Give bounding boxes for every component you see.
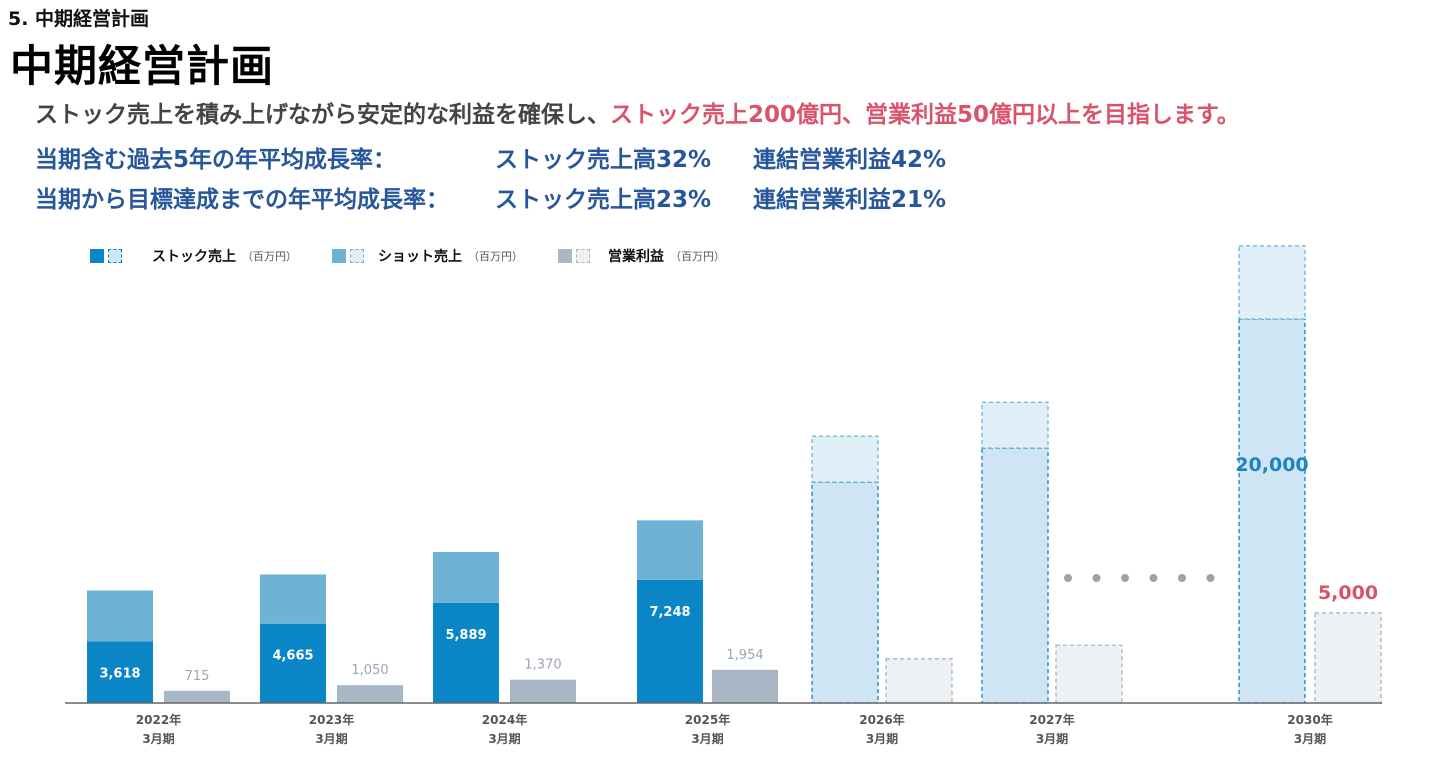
operating-profit-bar xyxy=(1055,644,1123,704)
x-tick-label-period: 3月期 xyxy=(142,731,174,746)
stock-sales-bar xyxy=(637,579,703,703)
cagr-stock-value: ストック売上高23% xyxy=(495,187,712,213)
shot-sales-bar xyxy=(811,435,879,483)
x-tick-label-year: 2024年 xyxy=(482,712,527,727)
legend-swatch-plan xyxy=(350,249,364,263)
stock-sales-bar xyxy=(87,641,153,703)
shot-sales-bar xyxy=(87,590,153,642)
cagr-label: 当期含む過去5年の年平均成長率： xyxy=(35,147,397,173)
cagr-op-value: 連結営業利益21% xyxy=(753,187,947,213)
operating-profit-bar xyxy=(885,658,953,704)
legend-item-stock: ストック売上 （百万円） xyxy=(90,246,297,266)
operating-profit-bar xyxy=(1314,612,1382,704)
page-title: 中期経営計画 xyxy=(10,42,274,92)
operating-profit-bar xyxy=(337,685,403,703)
x-tick-label-year: 2027年 xyxy=(1029,712,1074,727)
legend-swatch-actual xyxy=(558,249,572,263)
operating-profit-value-label: 715 xyxy=(185,669,210,684)
stock-sales-bar xyxy=(1238,318,1306,704)
shot-sales-bar xyxy=(981,401,1049,449)
cagr-label: 当期から目標達成までの年平均成長率： xyxy=(35,187,449,213)
gap-dot xyxy=(1149,574,1158,582)
shot-sales-bar xyxy=(1238,245,1306,320)
legend-unit: （百万円） xyxy=(242,250,297,263)
legend-item-op-profit: 営業利益 （百万円） xyxy=(558,246,725,266)
operating-profit-value-label: 1,050 xyxy=(351,663,388,678)
cagr-stock-value: ストック売上高32% xyxy=(495,147,712,173)
stock-sales-value-label: 5,889 xyxy=(445,628,486,643)
x-tick-label-year: 2030年 xyxy=(1287,712,1332,727)
stock-sales-value-label: 20,000 xyxy=(1235,454,1308,476)
shot-sales-bar xyxy=(433,551,499,603)
x-tick-label-period: 3月期 xyxy=(488,731,520,746)
legend-swatch-actual xyxy=(90,249,104,263)
legend-label: ストック売上 xyxy=(152,249,236,265)
gap-dot xyxy=(1064,574,1072,582)
cagr-row-target: 当期から目標達成までの年平均成長率： ストック売上高23% 連結営業利益21% xyxy=(35,180,946,214)
cagr-op-value: 連結営業利益42% xyxy=(753,147,947,173)
operating-profit-value-label: 1,954 xyxy=(726,648,763,663)
x-tick-label-period: 3月期 xyxy=(1294,731,1326,746)
stock-sales-bar xyxy=(811,481,879,704)
x-tick-label-period: 3月期 xyxy=(315,731,347,746)
stock-sales-value-label: 7,248 xyxy=(649,605,690,620)
legend-swatch-plan xyxy=(576,249,590,263)
legend-unit: （百万円） xyxy=(468,250,523,263)
lead-target-text: ストック売上200億円、営業利益50億円以上を目指します。 xyxy=(610,102,1240,128)
x-tick-label-period: 3月期 xyxy=(691,731,723,746)
operating-profit-bar xyxy=(712,669,778,703)
cagr-row-past: 当期含む過去5年の年平均成長率： ストック売上高32% 連結営業利益42% xyxy=(35,140,946,174)
operating-profit-value-label: 1,370 xyxy=(524,658,561,673)
x-tick-label-year: 2023年 xyxy=(309,712,354,727)
stock-sales-bar xyxy=(981,447,1049,704)
gap-dot xyxy=(1178,574,1186,582)
lead-statement: ストック売上を積み上げながら安定的な利益を確保し、ストック売上200億円、営業利… xyxy=(35,95,1240,129)
operating-profit-value-label: 5,000 xyxy=(1318,582,1378,604)
x-tick-label-period: 3月期 xyxy=(1036,731,1068,746)
gap-dot xyxy=(1121,574,1129,582)
section-label: 5. 中期経営計画 xyxy=(8,8,150,30)
operating-profit-bar xyxy=(510,679,576,703)
lead-text: ストック売上を積み上げながら安定的な利益を確保し、 xyxy=(35,102,610,128)
stock-sales-bar xyxy=(433,602,499,703)
x-tick-label-year: 2025年 xyxy=(685,712,730,727)
operating-profit-bar xyxy=(164,690,230,703)
legend-swatch-plan xyxy=(108,249,122,263)
x-tick-label-year: 2026年 xyxy=(859,712,904,727)
stock-sales-value-label: 3,618 xyxy=(99,667,140,682)
legend-label: 営業利益 xyxy=(608,249,664,265)
gap-dot xyxy=(1206,574,1215,582)
legend-label: ショット売上 xyxy=(378,249,462,265)
x-tick-label-period: 3月期 xyxy=(866,731,898,746)
shot-sales-bar xyxy=(260,574,326,624)
legend-item-shot: ショット売上 （百万円） xyxy=(332,246,523,266)
legend-unit: （百万円） xyxy=(670,250,725,263)
legend-swatch-actual xyxy=(332,249,346,263)
stock-sales-value-label: 4,665 xyxy=(272,649,313,664)
x-tick-label-year: 2022年 xyxy=(136,712,181,727)
chart-legend: ストック売上 （百万円） ショット売上 （百万円） 営業利益 （百万円） xyxy=(90,245,760,267)
gap-dot xyxy=(1092,574,1101,582)
shot-sales-bar xyxy=(637,520,703,580)
stock-sales-bar xyxy=(260,623,326,703)
